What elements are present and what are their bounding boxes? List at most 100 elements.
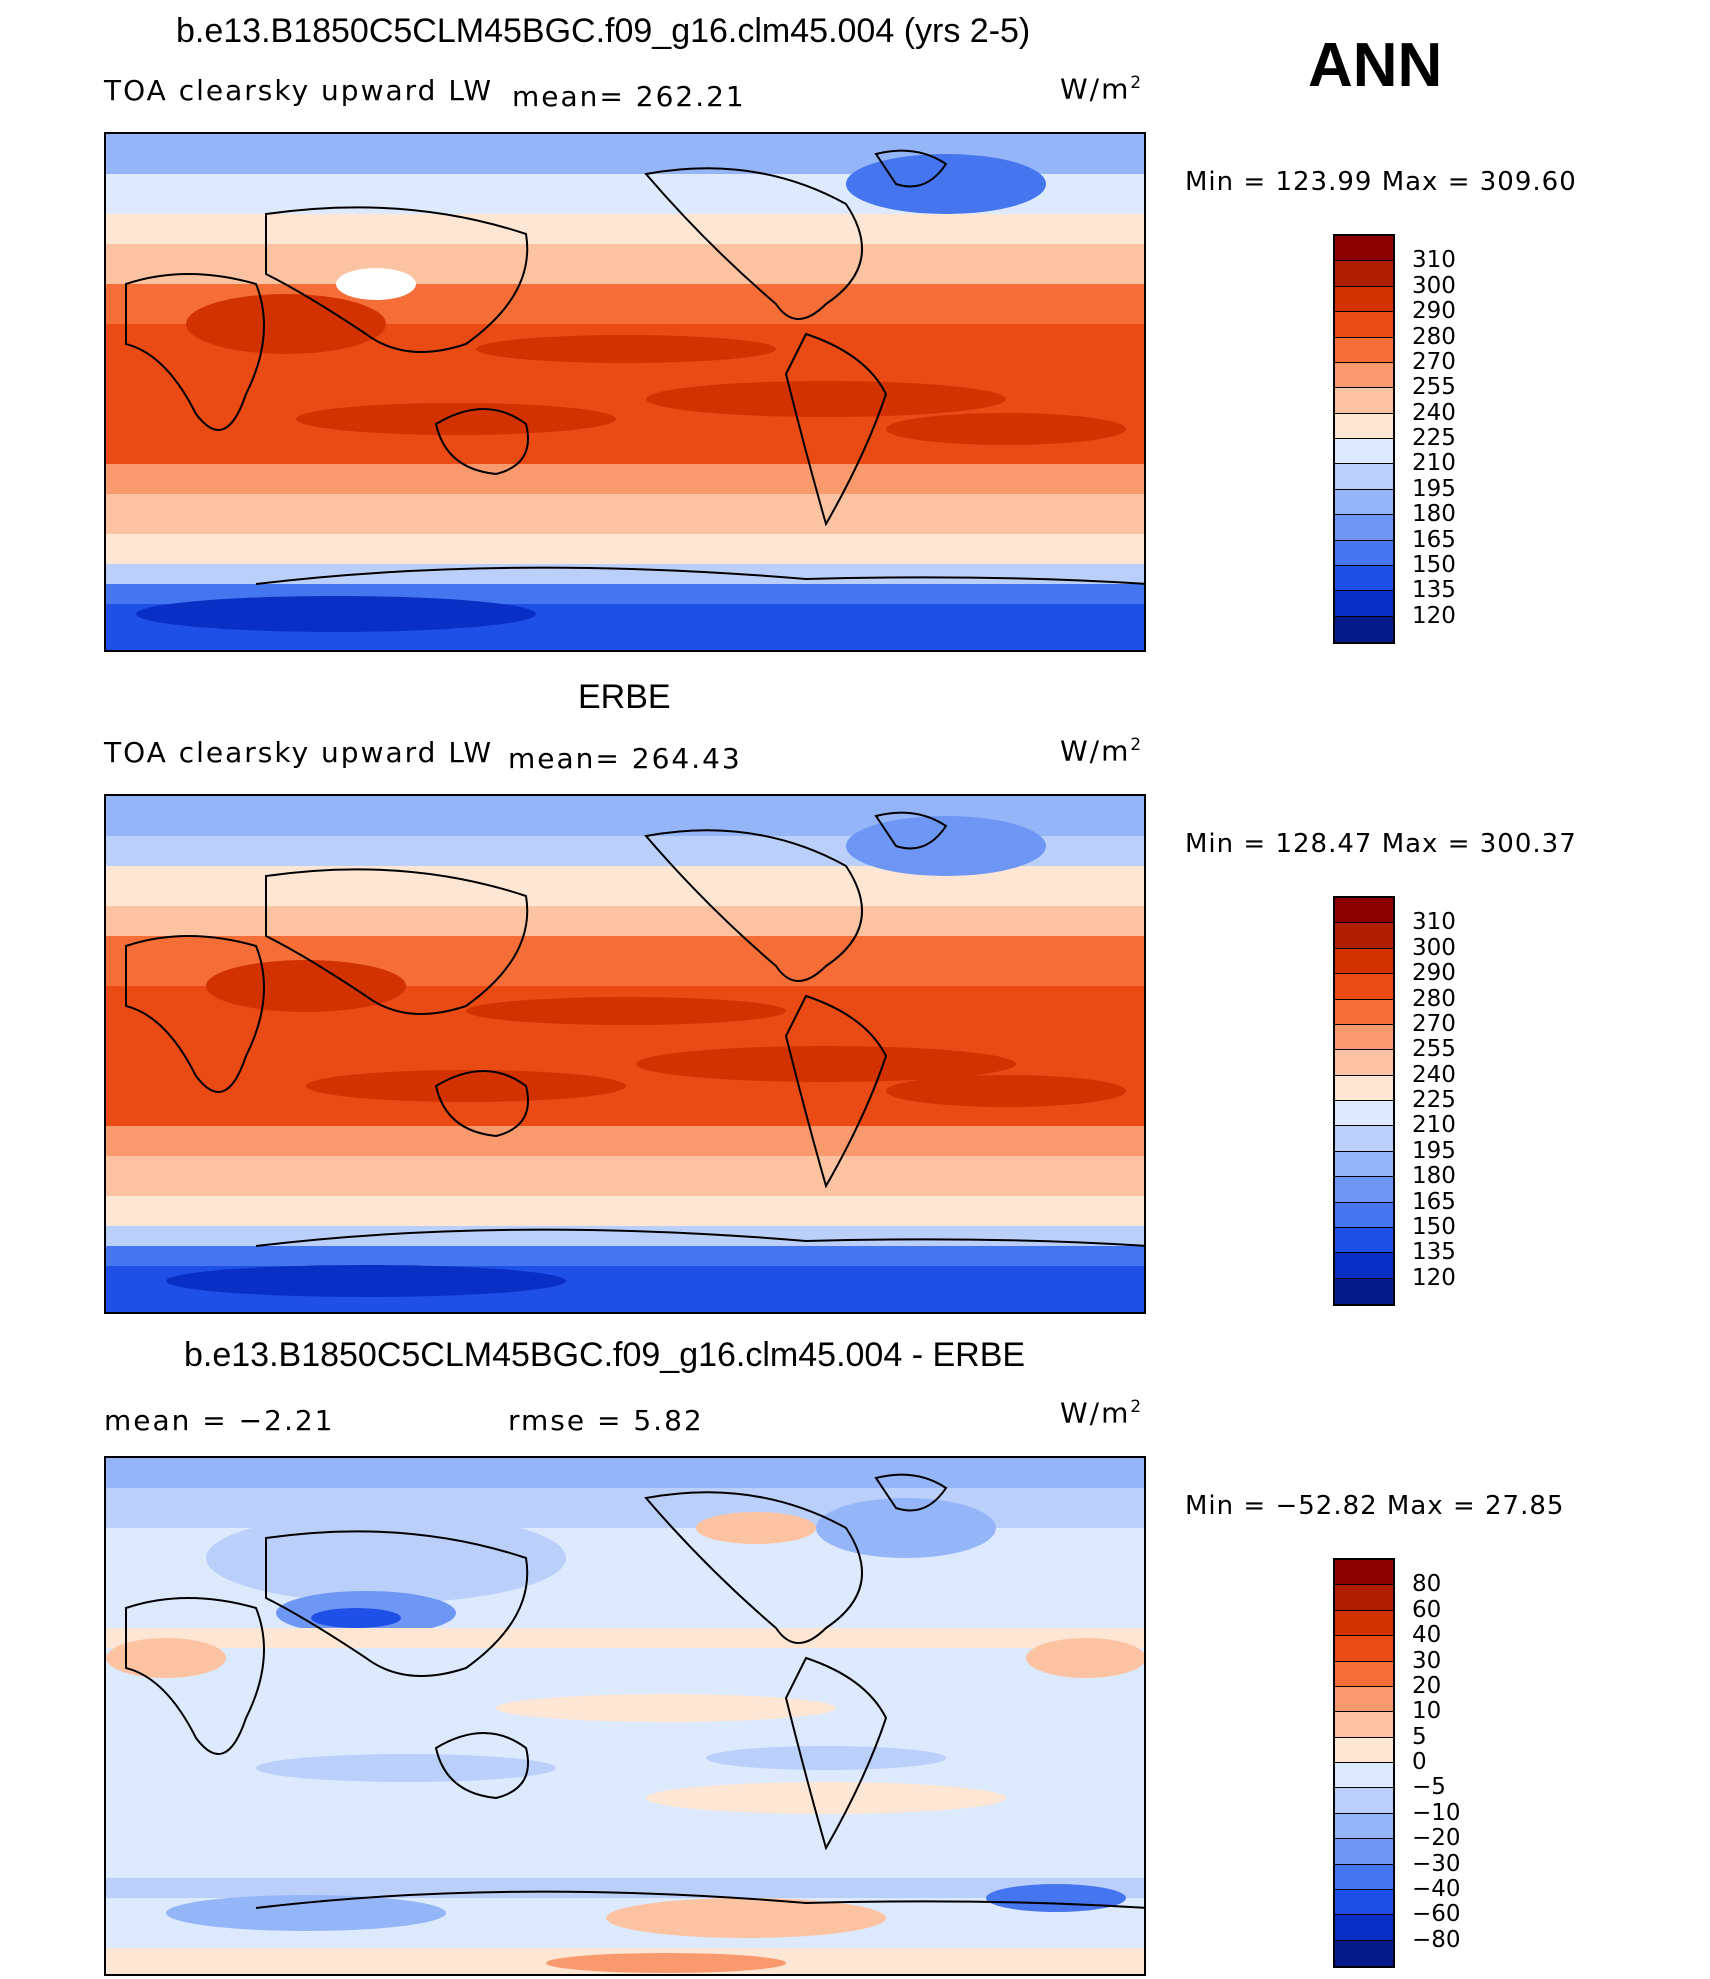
panel1-units: W/m2: [1060, 72, 1144, 106]
colorbar-swatch: [1335, 1915, 1393, 1941]
colorbar-tick-label: −40: [1412, 1875, 1461, 1902]
colorbar-tick-label: 240: [1412, 1061, 1456, 1088]
colorbar-tick-label: 280: [1412, 323, 1456, 350]
colorbar-swatch: [1335, 1661, 1393, 1687]
panel1-mean-label: mean= 262.21: [512, 80, 746, 113]
panel2-map: [104, 794, 1146, 1314]
panel3-title: b.e13.B1850C5CLM45BGC.f09_g16.clm45.004 …: [184, 1336, 1026, 1374]
colorbar-tick-label: 180: [1412, 501, 1456, 528]
colorbar-swatch: [1335, 1560, 1393, 1586]
colorbar-swatch: [1335, 1278, 1393, 1304]
panel1-colorbar: [1333, 234, 1395, 644]
colorbar-tick-label: 40: [1412, 1622, 1442, 1649]
colorbar-tick-label: 20: [1412, 1672, 1442, 1699]
colorbar-tick-label: 280: [1412, 985, 1456, 1012]
colorbar-tick-label: −30: [1412, 1850, 1461, 1877]
colorbar-swatch: [1335, 923, 1393, 949]
colorbar-swatch: [1335, 1864, 1393, 1890]
colorbar-tick-label: 120: [1412, 1264, 1456, 1291]
colorbar-tick-label: 290: [1412, 298, 1456, 325]
panel2-colorbar: [1333, 896, 1395, 1306]
colorbar-swatch: [1335, 1737, 1393, 1763]
colorbar-tick-label: 300: [1412, 272, 1456, 299]
colorbar-swatch: [1335, 261, 1393, 287]
panel1-map: [104, 132, 1146, 652]
colorbar-tick-label: 225: [1412, 425, 1456, 451]
colorbar-tick-label: 210: [1412, 1112, 1456, 1139]
panel1-minmax: Min = 123.99 Max = 309.60: [1185, 167, 1577, 197]
colorbar-swatch: [1335, 1253, 1393, 1279]
panel3-rmse-label: rmse = 5.82: [508, 1404, 704, 1437]
colorbar-swatch: [1335, 312, 1393, 338]
colorbar-swatch: [1335, 464, 1393, 490]
colorbar-tick-label: −20: [1412, 1825, 1461, 1852]
colorbar-tick-label: 255: [1412, 1036, 1456, 1063]
colorbar-tick-label: 60: [1412, 1596, 1442, 1623]
colorbar-swatch: [1335, 1940, 1393, 1966]
colorbar-tick-label: 255: [1412, 374, 1456, 401]
panel2-mean-label: mean= 264.43: [508, 742, 742, 775]
colorbar-swatch: [1335, 1151, 1393, 1178]
colorbar-swatch: [1335, 1788, 1393, 1814]
panel1-title: b.e13.B1850C5CLM45BGC.f09_g16.clm45.004 …: [176, 12, 1031, 50]
colorbar-swatch: [1335, 413, 1393, 439]
panel1-variable-label: TOA clearsky upward LW: [104, 74, 494, 107]
colorbar-tick-label: 165: [1412, 1188, 1456, 1215]
colorbar-tick-label: 225: [1412, 1087, 1456, 1113]
colorbar-tick-label: 195: [1412, 475, 1456, 502]
colorbar-swatch: [1335, 1686, 1393, 1713]
colorbar-tick-label: 195: [1412, 1137, 1456, 1164]
colorbar-tick-label: 80: [1412, 1571, 1442, 1598]
panel3-mean-label: mean = −2.21: [104, 1404, 335, 1437]
colorbar-tick-label: 180: [1412, 1163, 1456, 1190]
colorbar-swatch: [1335, 439, 1393, 465]
colorbar-swatch: [1335, 337, 1393, 363]
panel2-minmax: Min = 128.47 Max = 300.37: [1185, 829, 1577, 859]
colorbar-swatch: [1335, 591, 1393, 617]
colorbar-tick-label: 270: [1412, 348, 1456, 375]
colorbar-tick-label: −5: [1412, 1774, 1446, 1801]
colorbar-swatch: [1335, 948, 1393, 975]
colorbar-swatch: [1335, 565, 1393, 592]
colorbar-tick-label: −80: [1412, 1926, 1461, 1953]
panel2-units: W/m2: [1060, 734, 1144, 768]
colorbar-swatch: [1335, 1585, 1393, 1611]
colorbar-tick-label: 150: [1412, 1213, 1456, 1240]
colorbar-tick-label: 165: [1412, 526, 1456, 553]
colorbar-tick-label: 150: [1412, 551, 1456, 578]
colorbar-swatch: [1335, 362, 1393, 389]
colorbar-swatch: [1335, 1227, 1393, 1254]
colorbar-tick-label: 310: [1412, 247, 1456, 274]
colorbar-swatch: [1335, 515, 1393, 541]
colorbar-swatch: [1335, 1126, 1393, 1152]
colorbar-swatch: [1335, 616, 1393, 642]
colorbar-tick-label: 210: [1412, 450, 1456, 477]
colorbar-swatch: [1335, 1101, 1393, 1127]
colorbar-swatch: [1335, 1610, 1393, 1637]
colorbar-swatch: [1335, 1712, 1393, 1738]
season-label: ANN: [1308, 31, 1443, 100]
colorbar-tick-label: 290: [1412, 960, 1456, 987]
panel2-variable-label: TOA clearsky upward LW: [104, 736, 494, 769]
colorbar-swatch: [1335, 999, 1393, 1025]
colorbar-swatch: [1335, 1024, 1393, 1051]
colorbar-swatch: [1335, 236, 1393, 262]
colorbar-swatch: [1335, 1636, 1393, 1662]
colorbar-swatch: [1335, 286, 1393, 313]
panel3-units: W/m2: [1060, 1396, 1144, 1430]
colorbar-tick-label: 10: [1412, 1698, 1442, 1725]
colorbar-swatch: [1335, 1763, 1393, 1789]
panel3-minmax: Min = −52.82 Max = 27.85: [1185, 1491, 1565, 1521]
colorbar-tick-label: 310: [1412, 909, 1456, 936]
colorbar-tick-label: −60: [1412, 1901, 1461, 1928]
colorbar-swatch: [1335, 1839, 1393, 1865]
colorbar-tick-label: −10: [1412, 1799, 1461, 1826]
colorbar-swatch: [1335, 1813, 1393, 1840]
colorbar-tick-label: 300: [1412, 934, 1456, 961]
colorbar-swatch: [1335, 1202, 1393, 1228]
colorbar-tick-label: 5: [1412, 1723, 1427, 1750]
panel2-title: ERBE: [578, 678, 671, 716]
colorbar-tick-label: 135: [1412, 1239, 1456, 1266]
colorbar-swatch: [1335, 540, 1393, 566]
colorbar-swatch: [1335, 974, 1393, 1000]
